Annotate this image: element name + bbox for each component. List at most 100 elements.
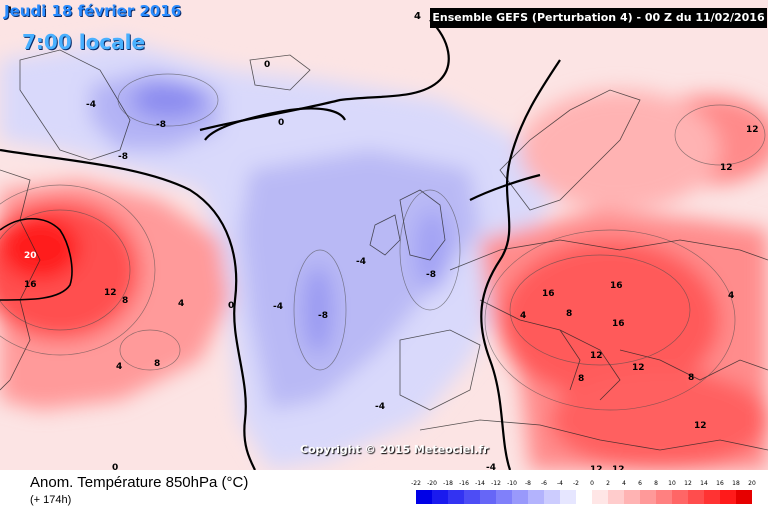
scandinavia-coast: [499, 89, 641, 211]
color-scale: -22 -20 -18 -16 -14 -12 -10 -8 -6 -4 -2 0 2 4 6 8 10 12 14…: [408, 480, 756, 508]
contour-label-26: 12: [590, 465, 603, 470]
run-number: 4: [414, 11, 421, 22]
contour-cold-2: [293, 249, 347, 371]
scale-tick-label: -22: [411, 480, 421, 487]
scale-tick-label: 20: [748, 480, 756, 487]
contour-label-5: 4: [178, 299, 184, 309]
contour-label-12: -8: [318, 311, 328, 321]
contour-label-27: 12: [612, 465, 625, 470]
scale-swatch: [512, 490, 528, 504]
legend-footer: Anom. Température 850hPa (°C) (+ 174h) -…: [0, 470, 768, 512]
contour-warm-5: [674, 104, 766, 166]
cold-anomaly-deep-1: [132, 82, 204, 118]
contour-label-30: 8: [566, 309, 572, 319]
contour-label-20: 16: [542, 289, 555, 299]
contour-label-25: 12: [694, 421, 707, 431]
scale-tick-label: 10: [668, 480, 676, 487]
scale-swatch: [640, 490, 656, 504]
contour-label-28: 12: [720, 163, 733, 173]
temperature-anomaly-map: 20 16 12 8 8 4 0 4 -8 -8 -4 -4 -8 -4 -8 …: [0, 0, 768, 470]
contour-warm-6: [119, 329, 181, 371]
scale-tick-label: -20: [427, 480, 437, 487]
scale-tick-label: 14: [700, 480, 708, 487]
scale-tick-label: -4: [557, 480, 563, 487]
contour-label-35: 8: [688, 373, 694, 383]
contour-label-7: 4: [116, 362, 122, 372]
scale-tick-label: -14: [475, 480, 485, 487]
warm-anomaly-west-peak: [0, 216, 80, 280]
contour-label-33: 4: [728, 291, 734, 301]
zero-isotherm-north: [199, 19, 450, 132]
contour-label-2: 12: [104, 288, 117, 298]
scale-tick-label: 18: [732, 480, 740, 487]
contour-label-4: 8: [154, 359, 160, 369]
scale-tick-label: -12: [491, 480, 501, 487]
contour-label-23: 12: [590, 351, 603, 361]
warm-anomaly-east-core: [500, 240, 720, 400]
contour-label-14: -8: [426, 270, 436, 280]
iceland-coast: [249, 54, 311, 91]
scale-swatch: [736, 490, 752, 504]
anomaly-field: [0, 40, 768, 470]
contour-label-3: 8: [122, 296, 128, 306]
scale-swatch: [704, 490, 720, 504]
forecast-date: Jeudi 18 février 2016: [4, 2, 182, 20]
scale-swatch: [592, 490, 608, 504]
warm-anomaly-east-south: [550, 370, 768, 470]
greenland-coast: [19, 49, 131, 161]
cold-anomaly-core: [240, 150, 480, 410]
zero-isotherm-east-branch: [469, 173, 541, 201]
zero-isotherm-west: [0, 148, 256, 470]
contour-label-9: -8: [118, 152, 128, 162]
contour-label-0: 20: [24, 251, 37, 261]
scale-tick-label: 12: [684, 480, 692, 487]
scale-tick-label: 6: [638, 480, 642, 487]
scale-swatch: [720, 490, 736, 504]
contour-label-17: 0: [278, 118, 284, 128]
contour-label-8: -8: [156, 120, 166, 130]
scale-swatch: [432, 490, 448, 504]
legend-title: Anom. Température 850hPa (°C): [30, 474, 249, 491]
scale-swatch: [576, 490, 592, 504]
zero-isotherm-greenland: [204, 107, 346, 141]
contour-lines: [0, 73, 766, 411]
scale-tick-label: 16: [716, 480, 724, 487]
contour-label-18: 0: [112, 463, 118, 470]
contour-label-34: 4: [6, 6, 12, 16]
contour-warm-1: [0, 184, 156, 356]
scale-tick-label: -2: [573, 480, 579, 487]
contour-label-22: 16: [612, 319, 625, 329]
scale-tick-label: 2: [606, 480, 610, 487]
contour-cold-3: [399, 189, 461, 311]
contour-label-11: -4: [273, 302, 283, 312]
scale-swatch: [448, 490, 464, 504]
coastlines: [0, 49, 768, 451]
scale-swatch: [624, 490, 640, 504]
scale-tick-label: 4: [622, 480, 626, 487]
scale-swatch: [656, 490, 672, 504]
scale-swatch: [608, 490, 624, 504]
scale-tick-label: -10: [507, 480, 517, 487]
warm-anomaly-north: [520, 90, 720, 210]
scale-tick-label: -8: [525, 480, 531, 487]
scale-tick-label: -16: [459, 480, 469, 487]
contour-label-31: 8: [578, 374, 584, 384]
legend-subtitle: (+ 174h): [30, 494, 72, 506]
contour-label-10: -4: [86, 100, 96, 110]
scale-tick-label: 8: [654, 480, 658, 487]
zero-isotherm-east: [480, 59, 561, 470]
cold-anomaly-deep-2: [302, 266, 334, 354]
british-isles-coast: [399, 189, 446, 261]
forecast-time: 7:00 locale: [22, 30, 146, 54]
contour-label-19: 0: [264, 60, 270, 70]
contour-cold-1: [117, 73, 219, 127]
sixteen-isotherm-west: [0, 218, 73, 301]
scale-swatch: [560, 490, 576, 504]
contour-label-32: 4: [520, 311, 526, 321]
ireland-coast: [369, 214, 401, 256]
scale-tick-label: -18: [443, 480, 453, 487]
iberia-coast: [399, 329, 481, 411]
scale-swatch: [416, 490, 432, 504]
scale-tick-label: -6: [541, 480, 547, 487]
